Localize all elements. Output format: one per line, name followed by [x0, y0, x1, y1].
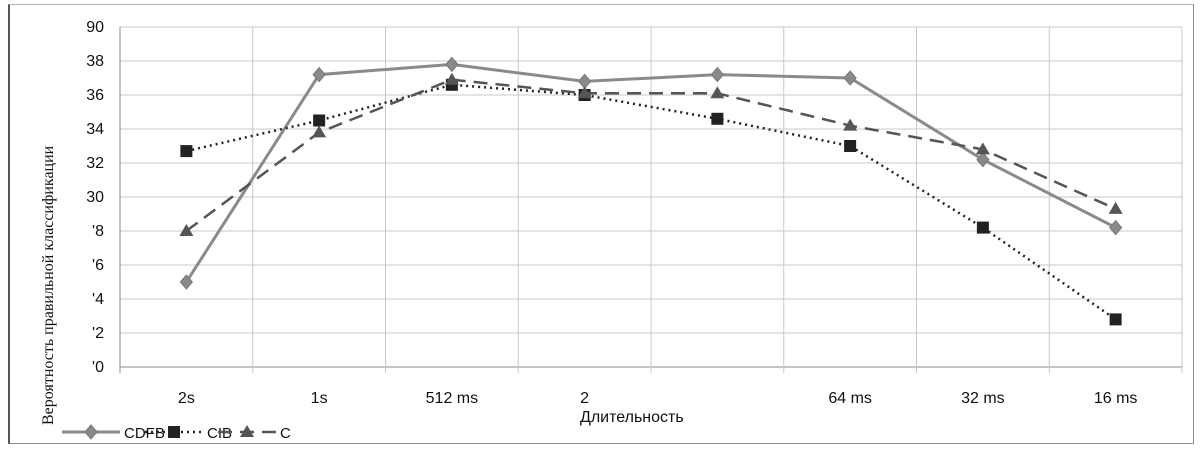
y-tick-label: '0 — [92, 359, 104, 376]
x-tick-label: 32 ms — [961, 390, 1005, 407]
series-line — [185, 78, 1117, 233]
data-point — [313, 114, 326, 127]
series-c — [179, 72, 1123, 236]
data-point — [844, 140, 857, 152]
x-tick-label: 2s — [178, 390, 195, 407]
data-point — [180, 145, 193, 158]
data-point — [1108, 219, 1123, 236]
y-tick-label: '4 — [92, 291, 104, 308]
x-tick-label: 1s — [311, 390, 328, 407]
legend-marker — [240, 425, 254, 437]
x-axis-label: Длительность — [580, 409, 684, 426]
legend-marker — [168, 426, 180, 438]
y-axis-label: Вероятность правильной классификации — [40, 145, 57, 425]
data-point — [179, 224, 194, 236]
y-tick-label: 90 — [86, 19, 104, 36]
y-tick-label: '2 — [92, 325, 104, 342]
data-point — [976, 221, 989, 234]
y-tick-label: 32 — [86, 155, 104, 172]
x-tick-labels: 2s 1s 512 ms 2 64 ms 32 ms 16 ms — [178, 390, 1137, 407]
data-point — [975, 142, 990, 155]
x-tick-label: 512 ms — [426, 390, 478, 407]
data-point — [711, 112, 724, 125]
data-point — [445, 56, 459, 73]
line-chart: '0 '2 '4 '6 '8 30 32 34 36 38 90 2s 1s 512 ms 2 64 ms 3… — [40, 19, 1183, 442]
data-point — [1108, 201, 1123, 214]
legend: CDFB CIB C — [62, 424, 291, 442]
grid — [119, 26, 1183, 373]
y-tick-label: 34 — [86, 121, 104, 138]
y-tick-labels: '0 '2 '4 '6 '8 30 32 34 36 38 90 — [86, 19, 104, 376]
data-point — [1109, 313, 1122, 326]
data-point — [312, 125, 327, 138]
data-point — [843, 118, 858, 131]
y-tick-label: 30 — [86, 189, 104, 206]
y-tick-label: 36 — [86, 87, 104, 104]
series-group — [179, 56, 1123, 326]
series-line — [186, 83, 1117, 321]
chart-frame: '0 '2 '4 '6 '8 30 32 34 36 38 90 2s 1s 512 ms 2 64 ms 3… — [8, 4, 1194, 444]
data-point — [179, 274, 194, 290]
x-tick-label: 64 ms — [828, 390, 872, 407]
data-point — [976, 151, 990, 168]
legend-marker — [84, 424, 98, 440]
x-tick-label: 2 — [580, 390, 589, 407]
data-point — [710, 86, 725, 99]
data-point — [710, 66, 725, 83]
legend-label: C — [280, 425, 291, 442]
data-point — [577, 86, 592, 99]
y-tick-label: '8 — [92, 223, 104, 240]
y-tick-label: '6 — [92, 257, 104, 274]
legend-label: CDFB — [124, 425, 165, 442]
data-point — [843, 70, 857, 86]
x-tick-label: 16 ms — [1094, 390, 1138, 407]
y-tick-label: 38 — [86, 53, 104, 70]
data-point — [312, 66, 326, 83]
data-point — [444, 72, 459, 85]
legend-label: CIB — [207, 425, 232, 442]
